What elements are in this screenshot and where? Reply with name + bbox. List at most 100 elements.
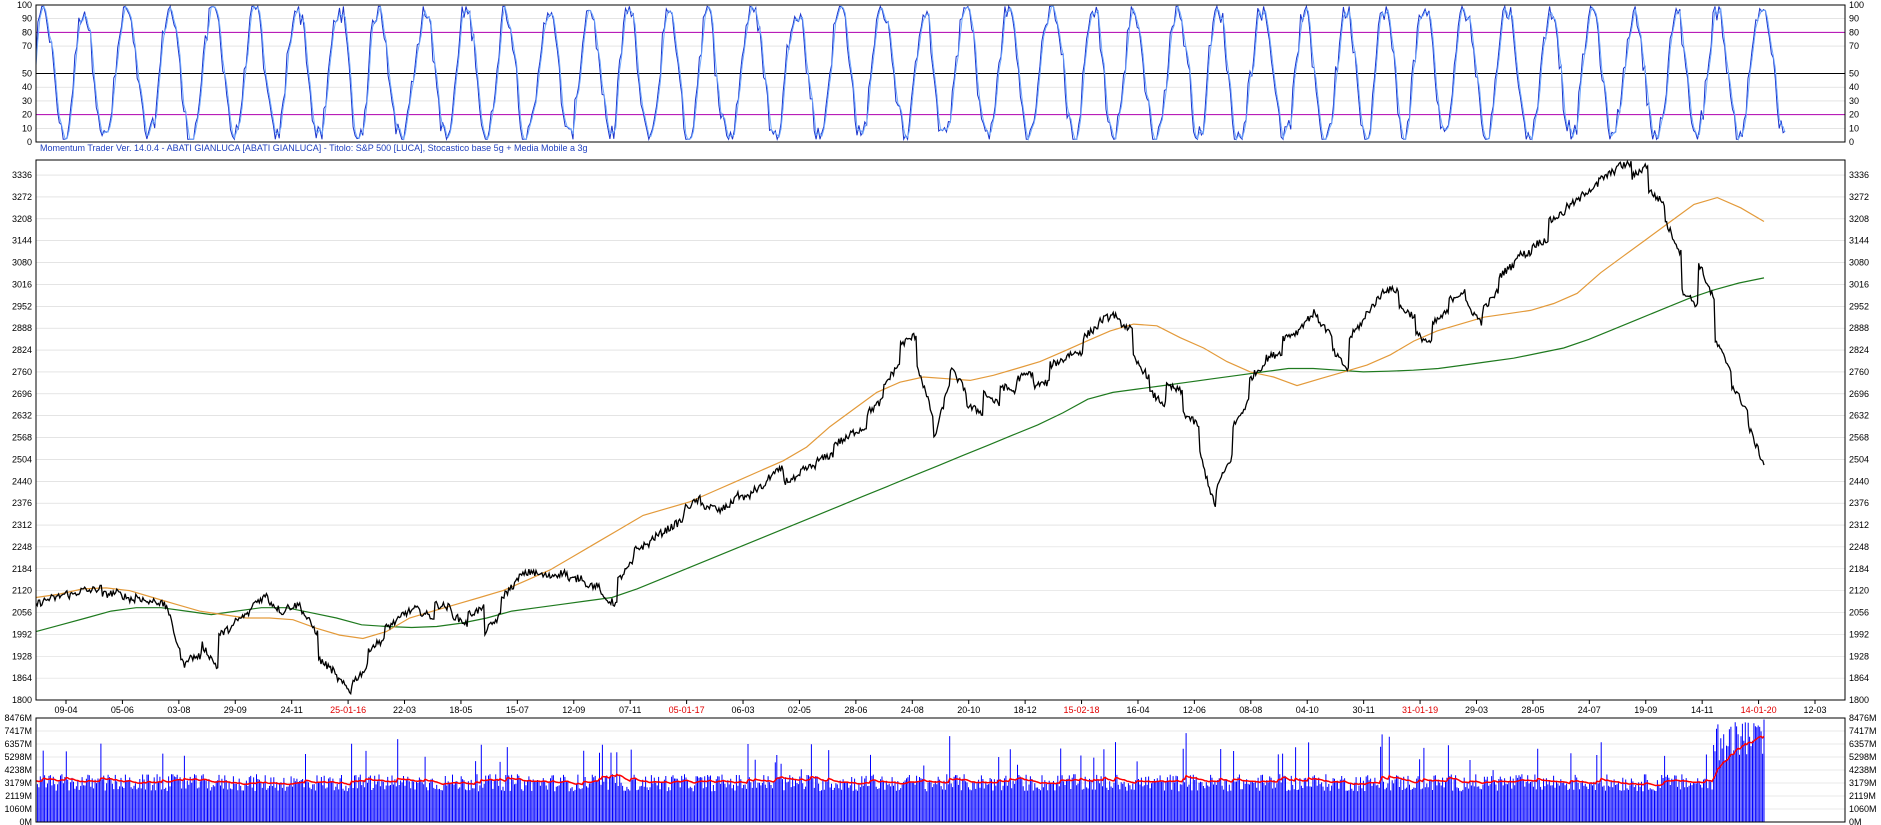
- price-tick-label: 2248: [1849, 542, 1869, 552]
- price-tick-label: 3144: [12, 236, 32, 246]
- panel-frame: [35, 159, 1846, 701]
- date-tick-label: 07-11: [619, 705, 641, 715]
- price-tick-label: 1992: [12, 629, 32, 639]
- price-panel: 1800 1864 1928 1992 2056 2120 2184 2248 2312 2376…: [12, 159, 1869, 715]
- date-tick-label: 04-10: [1296, 705, 1319, 715]
- price-tick-label: 2184: [1849, 564, 1869, 574]
- stochastic-yaxis-left: 0 10 20 30 40 50 70 80 90 100: [17, 0, 32, 147]
- price-tick-label: 1864: [12, 673, 32, 683]
- stochastic-tick-label: 100: [1849, 0, 1864, 10]
- price-tick-label: 2568: [1849, 433, 1869, 443]
- date-tick-label: 05-01-17: [669, 705, 705, 715]
- volume-tick-label: 7417M: [4, 726, 32, 736]
- stochastic-tick-label: 40: [22, 82, 32, 92]
- stochastic-tick-label: 0: [1849, 137, 1854, 147]
- price-tick-label: 3336: [12, 170, 32, 180]
- date-tick-label: 14-01-20: [1741, 705, 1777, 715]
- volume-tick-label: 3179M: [1849, 778, 1877, 788]
- price-tick-label: 2568: [12, 433, 32, 443]
- price-tick-label: 2760: [1849, 367, 1869, 377]
- date-tick-label: 24-08: [901, 705, 924, 715]
- price-tick-label: 2632: [12, 411, 32, 421]
- stochastic-tick-label: 50: [1849, 69, 1859, 79]
- volume-bars: [35, 719, 1765, 822]
- price-tick-label: 2440: [1849, 476, 1869, 486]
- price-tick-label: 3272: [12, 192, 32, 202]
- date-tick-label: 02-05: [788, 705, 811, 715]
- price-tick-label: 2696: [1849, 389, 1869, 399]
- volume-yaxis-right: 0M 1060M 2119M 3179M 4238M 5298M 6357M 7417M 847…: [1849, 713, 1877, 825]
- volume-tick-label: 4238M: [4, 765, 32, 775]
- price-grid: [36, 174, 1845, 701]
- stochastic-tick-label: 20: [1849, 110, 1859, 120]
- date-tick-label: 30-11: [1352, 705, 1374, 715]
- date-tick-label: 12-09: [562, 705, 585, 715]
- price-tick-label: 2184: [12, 564, 32, 574]
- volume-tick-label: 0M: [1849, 817, 1862, 825]
- price-tick-label: 2888: [12, 323, 32, 333]
- price-tick-label: 2824: [1849, 345, 1869, 355]
- price-tick-label: 2888: [1849, 323, 1869, 333]
- date-tick-label: 22-03: [393, 705, 416, 715]
- panel-frame: [35, 4, 1846, 143]
- date-tick-label: 09-04: [54, 705, 77, 715]
- price-tick-label: 1864: [1849, 673, 1869, 683]
- volume-tick-label: 7417M: [1849, 726, 1877, 736]
- price-tick-label: 3080: [12, 258, 32, 268]
- date-tick-label: 03-08: [167, 705, 190, 715]
- price-line: [35, 159, 1765, 696]
- price-tick-label: 2952: [12, 301, 32, 311]
- date-tick-label: 19-09: [1634, 705, 1657, 715]
- price-tick-label: 2504: [12, 454, 32, 464]
- date-tick-label: 15-07: [506, 705, 529, 715]
- stochastic-panel: 0 10 20 30 40 50 70 80 90 100 0 10 20 30 40 50 70 80 90 10…: [17, 0, 1864, 147]
- price-tick-label: 1992: [1849, 629, 1869, 639]
- price-tick-label: 3208: [12, 214, 32, 224]
- price-tick-label: 1800: [12, 695, 32, 705]
- price-tick-label: 2760: [12, 367, 32, 377]
- stochastic-tick-label: 70: [22, 41, 32, 51]
- volume-tick-label: 6357M: [1849, 739, 1877, 749]
- date-tick-label: 20-10: [957, 705, 980, 715]
- date-tick-label: 18-12: [1014, 705, 1037, 715]
- volume-tick-label: 0M: [19, 817, 32, 825]
- price-yaxis-right: 1800 1864 1928 1992 2056 2120 2184 2248 2312 2376…: [1849, 170, 1869, 705]
- price-tick-label: 3208: [1849, 214, 1869, 224]
- stochastic-tick-label: 90: [22, 14, 32, 24]
- price-tick-label: 1928: [1849, 651, 1869, 661]
- stochastic-tick-label: 0: [27, 137, 32, 147]
- date-tick-label: 08-08: [1239, 705, 1262, 715]
- stochastic-tick-label: 30: [22, 96, 32, 106]
- price-tick-label: 2504: [1849, 454, 1869, 464]
- volume-tick-label: 1060M: [1849, 804, 1877, 814]
- date-tick-label: 24-07: [1578, 705, 1601, 715]
- date-tick-label: 06-03: [732, 705, 755, 715]
- price-tick-label: 2952: [1849, 301, 1869, 311]
- date-tick-label: 05-06: [111, 705, 134, 715]
- price-tick-label: 2120: [12, 586, 32, 596]
- date-tick-label: 28-05: [1521, 705, 1544, 715]
- stochastic-tick-label: 70: [1849, 41, 1859, 51]
- stochastic-signal-line: [35, 4, 1786, 141]
- date-tick-label: 28-06: [844, 705, 867, 715]
- date-tick-label: 12-06: [1183, 705, 1206, 715]
- date-tick-label: 25-01-16: [330, 705, 366, 715]
- date-tick-label: 29-09: [224, 705, 247, 715]
- moving-average-fast: [35, 196, 1765, 640]
- panel-frame: [35, 717, 1846, 823]
- volume-yaxis-left: 0M 1060M 2119M 3179M 4238M 5298M 6357M 7417M 847…: [4, 713, 32, 825]
- volume-moving-average: [35, 735, 1765, 787]
- stochastic-tick-label: 50: [22, 69, 32, 79]
- price-tick-label: 2824: [12, 345, 32, 355]
- stochastic-tick-label: 10: [22, 123, 32, 133]
- price-tick-label: 2056: [12, 608, 32, 618]
- date-tick-label: 14-11: [1691, 705, 1713, 715]
- info-line: Momentum Trader Ver. 14.0.4 - ABATI GIAN…: [40, 143, 588, 153]
- volume-tick-label: 6357M: [4, 739, 32, 749]
- stochastic-tick-label: 100: [17, 0, 32, 10]
- date-tick-label: 18-05: [449, 705, 472, 715]
- stochastic-tick-label: 40: [1849, 82, 1859, 92]
- stochastic-tick-label: 10: [1849, 123, 1859, 133]
- stochastic-tick-label: 20: [22, 110, 32, 120]
